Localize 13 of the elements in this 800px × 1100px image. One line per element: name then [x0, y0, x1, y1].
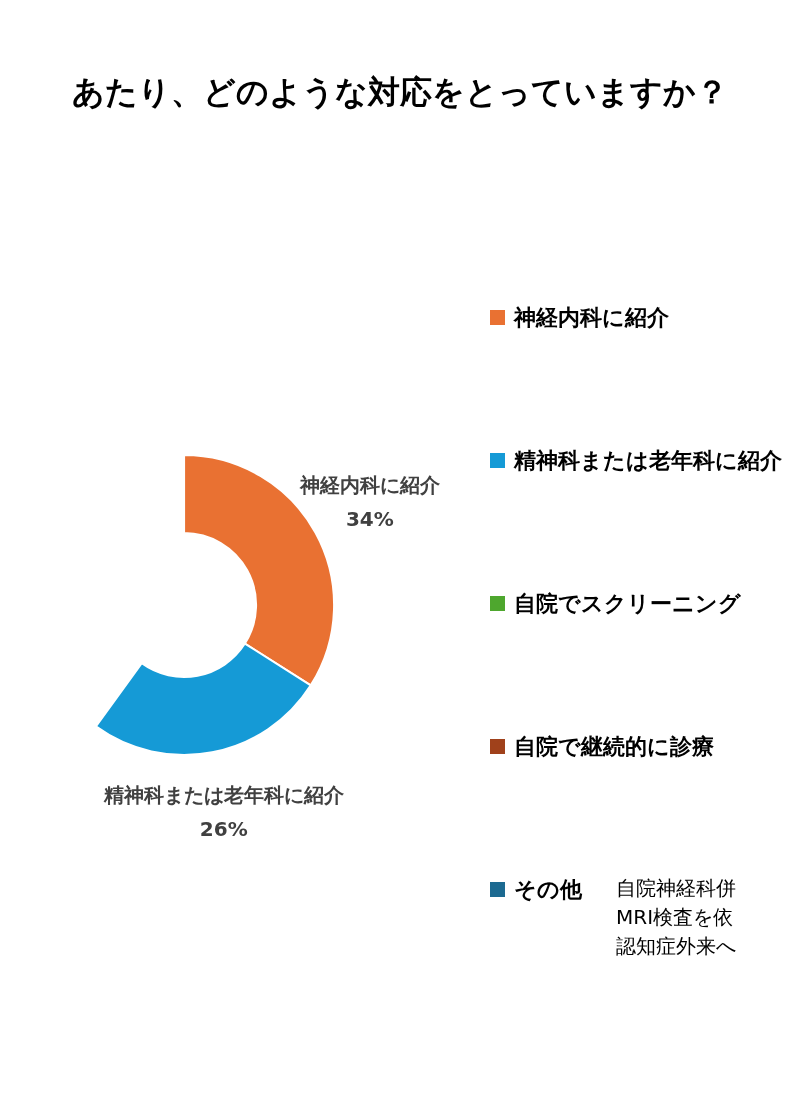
legend-label: 自院でスクリーニング [514, 589, 741, 618]
slice-label: 精神科または老年科に紹介 [102, 783, 345, 808]
legend-label: その他 [514, 875, 582, 904]
data-label: 26% [199, 817, 248, 842]
text: 自院神経科併 [616, 874, 736, 902]
legend-label: 自院で継続的に診療 [514, 732, 714, 761]
data-label: 34% [345, 507, 394, 532]
text: MRI検査を依 [616, 903, 735, 931]
legend-label: 精神科または老年科に紹介 [514, 446, 782, 475]
chart-title: あたり、どのような対応をとっていますか？ [71, 72, 729, 113]
text: 認知症外来へ [616, 932, 736, 960]
slice-label: 神経内科に紹介 [298, 473, 441, 498]
legend-label: 神経内科に紹介 [514, 303, 669, 332]
